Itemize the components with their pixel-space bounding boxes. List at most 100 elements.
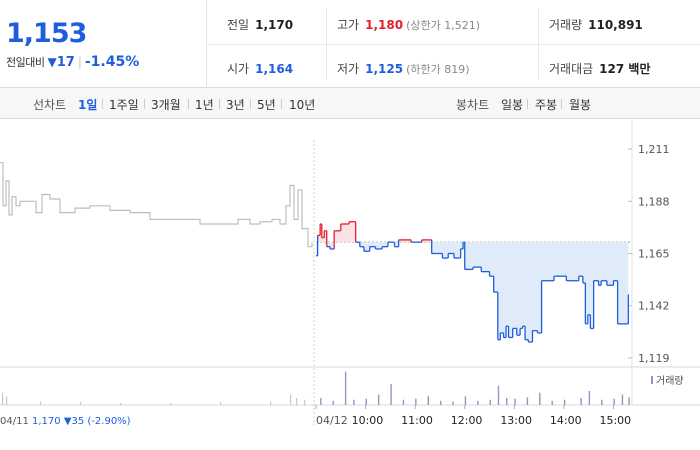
x-tick-label: 04/12	[316, 414, 348, 427]
volume-legend-swatch	[651, 376, 653, 384]
down-arrow-icon: ▼	[47, 55, 57, 69]
chart-fill-areas	[316, 221, 629, 343]
y-tick-label: 1,142	[638, 300, 670, 313]
prev-close-value: 1,170	[255, 18, 294, 32]
tab-divider	[219, 99, 220, 109]
change-percent: -1.45%	[84, 54, 140, 70]
volume-bar	[402, 399, 405, 405]
open-cell: 시가 1,164	[227, 60, 293, 77]
tab-divider	[144, 99, 145, 109]
tab-divider	[281, 99, 282, 109]
volume-bar	[344, 371, 347, 405]
low-cell: 저가 1,125 (하한가 819)	[337, 60, 470, 77]
volume-bar	[304, 399, 306, 405]
low-value: 1,125	[365, 62, 404, 76]
volume-bar	[514, 398, 516, 405]
tab-divider	[250, 99, 251, 109]
chart-labels: 1,211 1,188 1,165 1,142 1,119 거래량 04/11 1,170 …	[0, 143, 684, 427]
volume-bar	[80, 402, 82, 405]
candle-chart-label: 봉차트	[456, 98, 490, 112]
volume-bar	[497, 385, 500, 405]
tab-period-1w[interactable]: 1주일	[109, 98, 139, 112]
tab-period-3m[interactable]: 3개월	[151, 98, 181, 112]
prev-day-percent: (-2.90%)	[87, 416, 130, 427]
tab-period-3y[interactable]: 3년	[226, 98, 245, 112]
down-fill-area	[316, 242, 629, 343]
chart-lines	[0, 162, 629, 343]
tab-candle-monthly[interactable]: 월봉	[569, 98, 592, 112]
low-label: 저가	[337, 62, 360, 76]
change-divider: |	[77, 55, 82, 69]
volume-bar	[464, 396, 467, 405]
quote-header: 1,153 전일대비 ▼17 | -1.45% 전일 1,170 고가 1,180 (상한가…	[0, 0, 700, 88]
volume-bar	[290, 394, 292, 405]
high-cell: 고가 1,180 (상한가 1,521)	[337, 16, 480, 33]
open-value: 1,164	[255, 62, 294, 76]
volume-cell: 거래량 110,891	[549, 16, 643, 33]
trade-amount-cell: 거래대금 127 백만	[549, 60, 650, 77]
volume-bars	[2, 371, 630, 405]
tab-divider	[102, 99, 103, 109]
volume-bar	[270, 401, 272, 405]
tab-period-5y[interactable]: 5년	[257, 98, 276, 112]
volume-bar	[120, 402, 122, 405]
volume-value: 110,891	[588, 18, 643, 32]
x-tick-label: 15:00	[599, 414, 631, 427]
volume-bar	[452, 401, 454, 405]
volume-bar	[415, 398, 417, 405]
x-tick-label: 14:00	[550, 414, 582, 427]
y-tick-label: 1,188	[638, 195, 670, 208]
prev-close-label: 전일	[227, 18, 250, 32]
line-chart-label: 선차트	[33, 98, 67, 112]
tab-divider	[188, 99, 189, 109]
tab-candle-weekly[interactable]: 주봉	[535, 98, 558, 112]
volume-bar	[170, 402, 172, 405]
y-tick-label: 1,211	[638, 143, 670, 156]
volume-bar	[580, 398, 582, 405]
prev-day-close: 1,170	[32, 416, 64, 427]
high-value: 1,180	[365, 18, 404, 32]
volume-bar	[296, 398, 298, 405]
x-tick-label: 13:00	[500, 414, 532, 427]
volume-bar	[40, 401, 42, 405]
intraday-chart[interactable]: 1,211 1,188 1,165 1,142 1,119 거래량 04/11 1,170 …	[0, 120, 700, 450]
volume-bar	[220, 402, 222, 405]
volume-bar	[320, 398, 322, 405]
tab-period-1y[interactable]: 1년	[195, 98, 214, 112]
x-tick-label: 12:00	[451, 414, 483, 427]
change-amount: 17	[56, 55, 75, 70]
volume-bar	[506, 398, 508, 405]
tab-period-10y[interactable]: 10년	[289, 98, 316, 112]
tab-period-1d[interactable]: 1일	[78, 98, 98, 112]
trade-amount-value: 127 백만	[599, 62, 651, 76]
volume-bar	[377, 394, 380, 405]
volume-bar	[628, 397, 630, 405]
prev-day-line	[0, 162, 313, 248]
volume-bar	[427, 396, 429, 405]
upper-limit: (상한가 1,521)	[406, 19, 480, 32]
volume-bar	[551, 400, 553, 405]
volume-bar	[390, 384, 392, 405]
volume-bar	[601, 399, 603, 405]
current-price-box: 1,153 전일대비 ▼17 | -1.45%	[0, 0, 207, 88]
volume-bar	[477, 400, 479, 405]
y-tick-label: 1,119	[638, 352, 670, 365]
volume-bar	[6, 396, 8, 405]
prev-close-cell: 전일 1,170	[227, 16, 293, 33]
tab-candle-daily[interactable]: 일봉	[501, 98, 524, 112]
row-divider	[207, 44, 700, 45]
chart-tabs: 선차트 1일 1주일 3개월 1년 3년 5년 10년 봉차트 일봉 주봉 월봉	[0, 88, 700, 119]
volume-bar	[2, 392, 4, 405]
current-price: 1,153	[6, 18, 87, 49]
x-tick-label: 10:00	[352, 414, 384, 427]
lower-limit: (하한가 819)	[406, 63, 470, 76]
tab-divider	[527, 99, 528, 109]
chart-grid	[0, 120, 700, 425]
high-label: 고가	[337, 18, 360, 32]
volume-label: 거래량	[549, 18, 583, 32]
x-tick-label: 11:00	[401, 414, 433, 427]
volume-legend-label: 거래량	[656, 375, 684, 387]
change-row: 전일대비 ▼17 | -1.45%	[6, 54, 139, 70]
prev-day-date: 04/11	[0, 416, 32, 427]
open-label: 시가	[227, 62, 250, 76]
